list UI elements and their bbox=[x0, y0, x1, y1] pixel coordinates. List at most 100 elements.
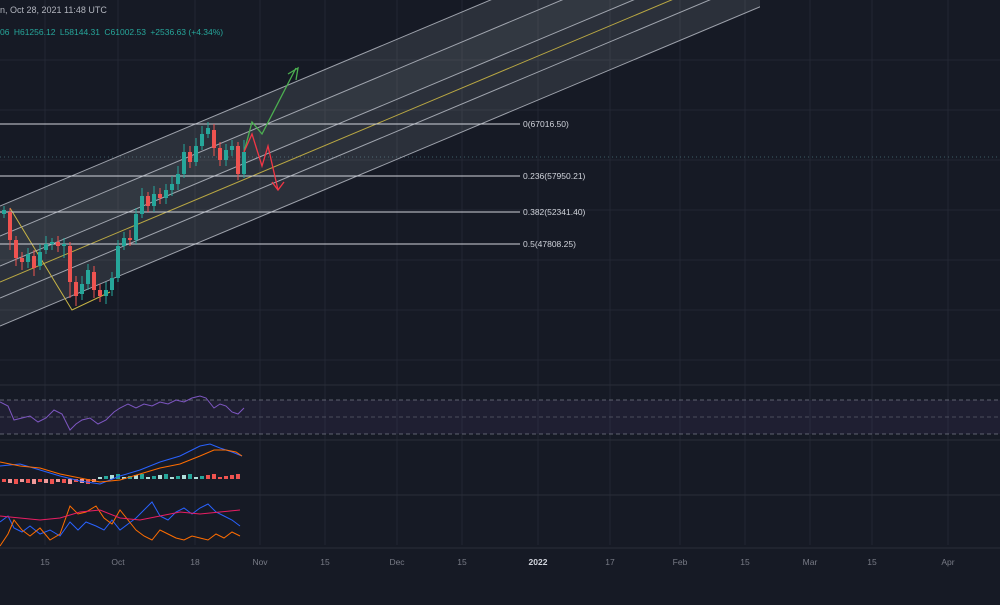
macd-hist-32 bbox=[194, 477, 198, 479]
candle-body-5 bbox=[26, 254, 30, 262]
macd-hist-33 bbox=[200, 476, 204, 479]
macd-hist-11 bbox=[68, 479, 72, 484]
candle-body-26 bbox=[152, 194, 156, 206]
fib-label-3: 0.5(47808.25) bbox=[523, 239, 576, 249]
time-tick-3: Nov bbox=[252, 557, 268, 567]
candle-body-21 bbox=[122, 238, 126, 246]
time-tick-2: 18 bbox=[190, 557, 200, 567]
time-tick-7: 2022 bbox=[529, 557, 548, 567]
time-tick-0: 15 bbox=[40, 557, 50, 567]
candle-body-27 bbox=[158, 194, 162, 198]
time-tick-1: Oct bbox=[111, 557, 125, 567]
macd-hist-20 bbox=[122, 477, 126, 479]
candle-body-33 bbox=[194, 146, 198, 162]
candle-body-2 bbox=[8, 212, 12, 240]
macd-hist-5 bbox=[32, 479, 36, 484]
candle-body-13 bbox=[74, 282, 78, 296]
macd-hist-2 bbox=[14, 479, 18, 484]
macd-hist-31 bbox=[188, 474, 192, 479]
candle-body-36 bbox=[212, 130, 216, 148]
ohlc-low: L58144.31 bbox=[59, 27, 100, 37]
macd-hist-24 bbox=[146, 477, 150, 479]
macd-hist-7 bbox=[44, 479, 48, 483]
regression-channel[interactable] bbox=[0, 0, 1000, 327]
candle-body-18 bbox=[104, 290, 108, 296]
time-tick-6: 15 bbox=[457, 557, 467, 567]
channel-lower bbox=[0, 6, 760, 327]
macd-hist-6 bbox=[38, 479, 42, 482]
rsi-line bbox=[0, 395, 245, 431]
candle-body-34 bbox=[200, 134, 204, 146]
candle-body-40 bbox=[236, 146, 240, 174]
fib-label-1: 0.236(57950.21) bbox=[523, 171, 586, 181]
candle-body-1 bbox=[2, 210, 6, 214]
candle-body-8 bbox=[44, 244, 48, 250]
time-tick-5: Dec bbox=[389, 557, 405, 567]
projection-up-arrowhead bbox=[287, 66, 299, 81]
candle-body-11 bbox=[62, 244, 66, 246]
time-tick-13: Apr bbox=[941, 557, 954, 567]
candle-body-28 bbox=[164, 190, 168, 198]
candle-body-7 bbox=[38, 252, 42, 266]
macd-hist-23 bbox=[140, 474, 144, 479]
channel-line-3 bbox=[0, 0, 711, 299]
candle-body-38 bbox=[224, 150, 228, 160]
ohlc-high: H61256.12 bbox=[13, 27, 56, 37]
candle-body-6 bbox=[32, 256, 36, 268]
candle-body-20 bbox=[116, 246, 120, 278]
candle-body-23 bbox=[134, 214, 138, 240]
time-tick-11: Mar bbox=[803, 557, 818, 567]
time-tick-8: 17 bbox=[605, 557, 615, 567]
candle-body-10 bbox=[56, 242, 60, 246]
trend-anchor-line bbox=[9, 207, 111, 311]
time-tick-12: 15 bbox=[867, 557, 877, 567]
macd-hist-34 bbox=[206, 475, 210, 479]
time-tick-9: Feb bbox=[673, 557, 688, 567]
candle-body-19 bbox=[110, 278, 114, 290]
candle-body-14 bbox=[80, 284, 84, 294]
macd-hist-10 bbox=[62, 479, 66, 483]
candle-body-12 bbox=[68, 246, 72, 282]
projection-up-path bbox=[243, 67, 297, 153]
time-tick-10: 15 bbox=[740, 557, 750, 567]
macd-line bbox=[0, 443, 243, 485]
macd-hist-18 bbox=[110, 475, 114, 479]
ohlc-open: 06 bbox=[0, 27, 10, 37]
macd-hist-35 bbox=[212, 474, 216, 479]
fib-label-0: 0(67016.50) bbox=[523, 119, 569, 129]
candle-body-24 bbox=[140, 196, 144, 214]
macd-hist-25 bbox=[152, 476, 156, 479]
candle-body-37 bbox=[218, 148, 222, 160]
candle-body-41 bbox=[242, 152, 246, 174]
macd-hist-0 bbox=[2, 479, 6, 482]
fib-label-2: 0.382(52341.40) bbox=[523, 207, 586, 217]
projection-down-arrowhead bbox=[271, 181, 285, 192]
macd-hist-9 bbox=[56, 479, 60, 482]
candle-body-39 bbox=[230, 146, 234, 150]
ohlc-close: C61002.53 bbox=[104, 27, 146, 37]
rsi-pane bbox=[0, 395, 1000, 435]
macd-hist-39 bbox=[236, 474, 240, 479]
candle-body-17 bbox=[98, 290, 102, 296]
macd-hist-37 bbox=[224, 476, 228, 479]
candle-body-16 bbox=[92, 272, 96, 290]
candle-body-15 bbox=[86, 270, 90, 284]
symbol-header: n, Oct 28, 2021 11:48 UTC bbox=[0, 5, 107, 15]
macd-hist-29 bbox=[176, 476, 180, 479]
projection-down-path bbox=[243, 132, 279, 191]
dmi-pane bbox=[0, 501, 241, 547]
time-axis[interactable]: 15 Oct 18 Nov 15 Dec 15 2022 17 Feb 15 Mar 15 Apr bbox=[40, 557, 955, 567]
projection-arrows[interactable] bbox=[243, 66, 299, 192]
macd-hist-14 bbox=[86, 479, 90, 484]
candle-body-3 bbox=[14, 240, 18, 258]
macd-hist-36 bbox=[218, 477, 222, 479]
macd-hist-16 bbox=[98, 477, 102, 479]
macd-hist-3 bbox=[20, 479, 24, 482]
channel-upper bbox=[0, 0, 492, 207]
candle-body-9 bbox=[50, 242, 54, 244]
macd-hist-28 bbox=[170, 477, 174, 479]
macd-hist-1 bbox=[8, 479, 12, 483]
fib-retracement[interactable]: 0(67016.50) 0.236(57950.21) 0.382(52341.40… bbox=[0, 119, 586, 249]
